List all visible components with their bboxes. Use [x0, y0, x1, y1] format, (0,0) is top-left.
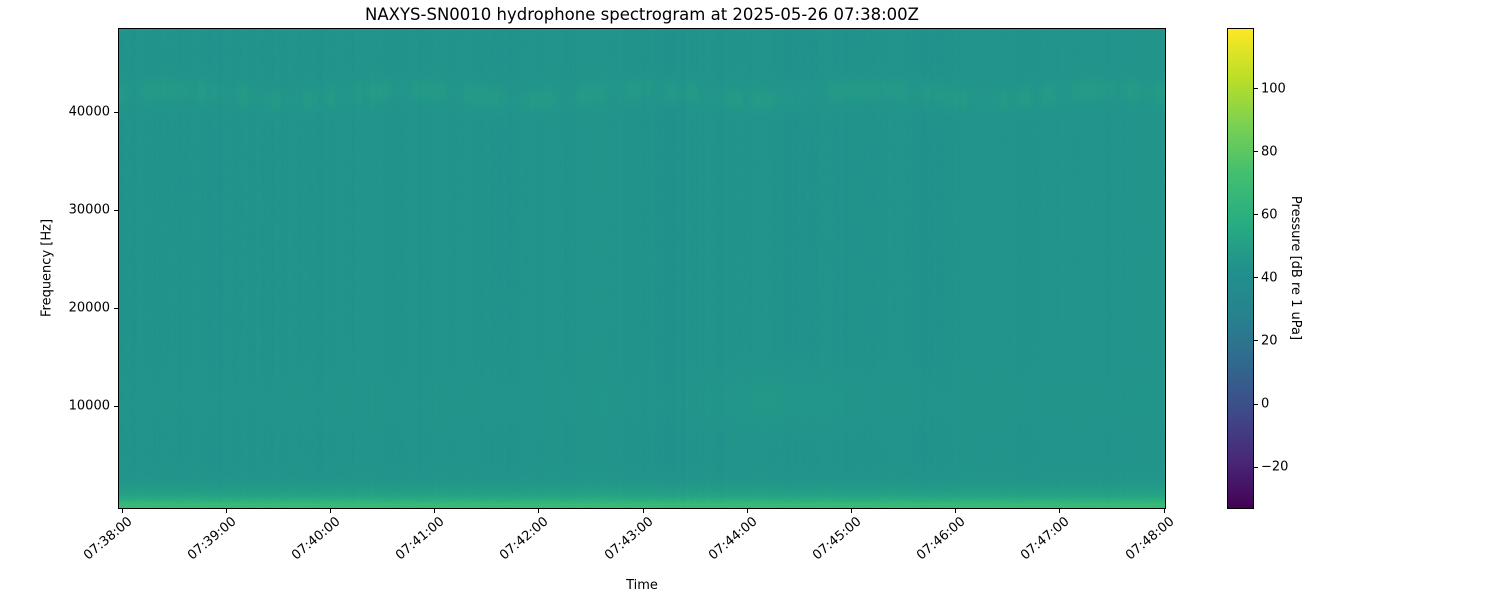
- x-tick-label: 07:42:00: [497, 514, 552, 564]
- colorbar-tick-mark: [1254, 214, 1258, 216]
- x-tick-label: 07:48:00: [1122, 514, 1177, 564]
- y-axis-label: Frequency [Hz]: [39, 218, 55, 318]
- y-tick-label: 30000: [68, 202, 110, 218]
- y-tick-label: 10000: [68, 398, 110, 414]
- x-tick-label: 07:41:00: [393, 514, 448, 564]
- x-tick-label: 07:43:00: [601, 514, 656, 564]
- colorbar-tick-mark: [1254, 151, 1258, 153]
- colorbar-tick-label: 80: [1261, 144, 1278, 160]
- colorbar-tick-label: −20: [1261, 459, 1289, 475]
- y-tick-label: 20000: [68, 300, 110, 316]
- colorbar-label: Pressure [dB re 1 uPa]: [1288, 195, 1303, 341]
- colorbar-tick-mark: [1254, 88, 1258, 90]
- y-tick-label: 40000: [68, 104, 110, 120]
- x-tick-label: 07:46:00: [914, 514, 969, 564]
- x-tick-mark: [121, 509, 123, 513]
- x-tick-mark: [642, 509, 644, 513]
- x-tick-mark: [955, 509, 957, 513]
- x-tick-mark: [850, 509, 852, 513]
- x-tick-mark: [329, 509, 331, 513]
- colorbar-tick-mark: [1254, 403, 1258, 405]
- x-tick-label: 07:39:00: [184, 514, 240, 564]
- spectrogram-canvas: [119, 29, 1165, 508]
- colorbar-tick-label: 60: [1261, 207, 1278, 223]
- x-tick-label: 07:47:00: [1018, 514, 1073, 564]
- x-tick-mark: [1059, 509, 1061, 513]
- colorbar-tick-label: 100: [1261, 81, 1286, 97]
- y-tick-mark: [114, 405, 118, 407]
- y-tick-mark: [114, 307, 118, 309]
- x-tick-mark: [538, 509, 540, 513]
- x-tick-mark: [746, 509, 748, 513]
- colorbar-gradient: [1228, 29, 1253, 508]
- colorbar-tick-label: 40: [1261, 270, 1278, 286]
- x-tick-label: 07:40:00: [289, 514, 344, 564]
- colorbar-tick-mark: [1254, 277, 1258, 279]
- x-tick-mark: [225, 509, 227, 513]
- colorbar: [1227, 28, 1254, 509]
- colorbar-tick-mark: [1254, 340, 1258, 342]
- plot-area: [118, 28, 1166, 509]
- colorbar-tick-label: 20: [1261, 333, 1278, 349]
- y-tick-mark: [114, 111, 118, 113]
- x-tick-label: 07:45:00: [810, 514, 865, 564]
- x-tick-label: 07:38:00: [80, 514, 135, 564]
- colorbar-tick-mark: [1254, 466, 1258, 468]
- x-tick-label: 07:44:00: [705, 514, 761, 564]
- x-tick-mark: [434, 509, 436, 513]
- y-tick-mark: [114, 209, 118, 211]
- colorbar-tick-label: 0: [1261, 396, 1270, 412]
- chart-title: NAXYS-SN0010 hydrophone spectrogram at 2…: [365, 5, 919, 24]
- x-tick-mark: [1163, 509, 1165, 513]
- x-axis-label: Time: [626, 578, 658, 593]
